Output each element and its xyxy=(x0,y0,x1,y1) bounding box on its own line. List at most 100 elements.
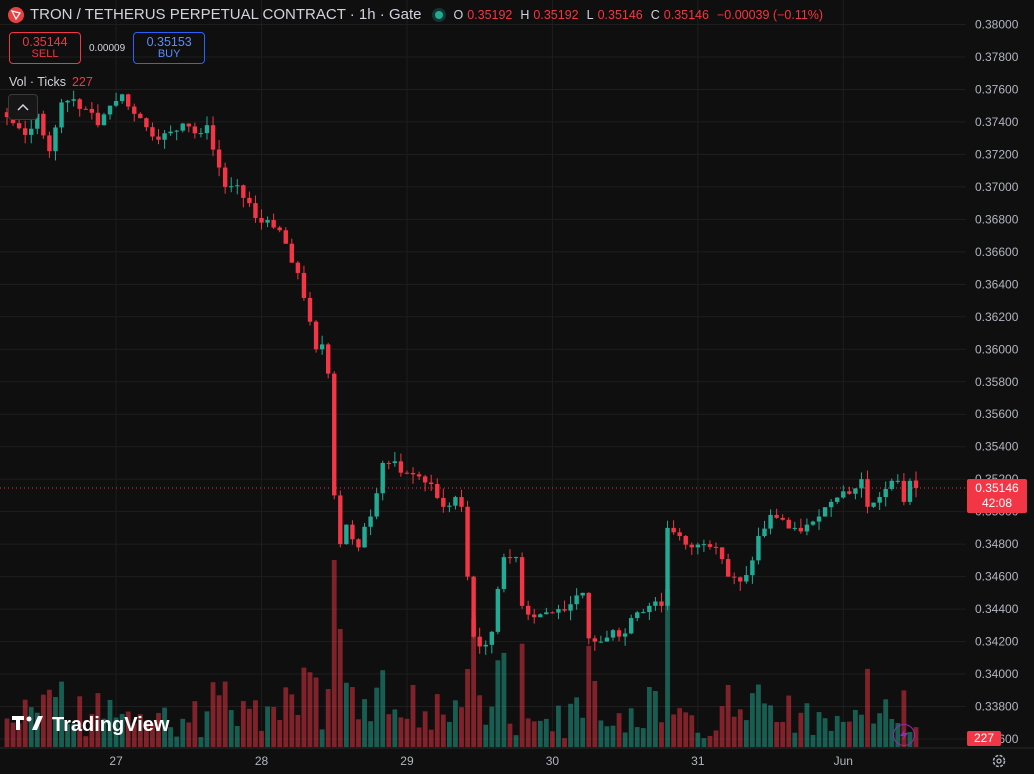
chart-grid xyxy=(0,0,966,748)
candle-body xyxy=(847,491,852,494)
candle-body xyxy=(65,100,70,103)
candle-body xyxy=(253,203,258,218)
volume-bar xyxy=(307,672,313,747)
candle-body xyxy=(216,149,222,168)
candle-body xyxy=(695,544,701,548)
volume-bar xyxy=(331,560,337,747)
volume-legend[interactable]: Vol · Ticks 227 xyxy=(9,75,93,89)
gear-icon[interactable] xyxy=(990,752,1008,770)
volume-bars xyxy=(4,560,919,747)
volume-bar xyxy=(356,719,361,747)
volume-bar xyxy=(398,717,404,747)
candle-body xyxy=(835,497,840,502)
volume-bar xyxy=(40,694,46,747)
volume-bar xyxy=(731,716,737,747)
candle-body xyxy=(647,605,652,613)
candle-body xyxy=(435,484,440,498)
tradingview-brand[interactable]: TradingView xyxy=(12,714,169,737)
symbol-title[interactable]: TRON / TETHERUS PERPETUAL CONTRACT · 1h … xyxy=(30,6,422,23)
volume-bar xyxy=(671,714,676,747)
volume-bar xyxy=(404,718,410,747)
candle-body xyxy=(544,612,549,615)
candle-body xyxy=(150,127,155,137)
y-tick-label: 0.37200 xyxy=(975,147,1019,161)
candle-body xyxy=(95,112,101,126)
sell-label: SELL xyxy=(31,48,59,60)
candle-body xyxy=(841,491,846,498)
candle-body xyxy=(895,480,901,482)
volume-bar xyxy=(259,730,264,747)
volume-bar xyxy=(489,706,495,747)
volume-bar xyxy=(295,714,301,747)
candle-body xyxy=(756,536,761,561)
candle-body xyxy=(429,482,434,485)
candle-body xyxy=(750,560,755,576)
y-tick-label: 0.37800 xyxy=(975,50,1019,64)
y-tick-label: 0.34800 xyxy=(975,537,1019,551)
candle-body xyxy=(53,127,58,152)
volume-bar xyxy=(483,724,489,747)
candle-body xyxy=(774,514,779,518)
volume-bar xyxy=(434,694,440,747)
candle-body xyxy=(283,230,288,244)
candle-body xyxy=(71,99,76,101)
candle-body xyxy=(210,125,216,150)
volume-bar xyxy=(846,721,852,747)
volume-bar xyxy=(816,712,822,747)
high-label: H xyxy=(520,7,530,22)
volume-bar xyxy=(10,722,16,747)
candle-body xyxy=(325,344,331,374)
candle-body xyxy=(641,612,646,614)
sell-price: 0.35144 xyxy=(22,35,68,49)
volume-bar xyxy=(725,684,731,747)
collapse-legend-button[interactable] xyxy=(8,94,38,120)
candle-body xyxy=(235,185,240,187)
volume-bar xyxy=(610,725,616,747)
candle-body xyxy=(489,631,494,645)
candle-body xyxy=(483,644,488,647)
volume-bar xyxy=(228,710,234,747)
volume-bar xyxy=(513,735,519,747)
y-tick-label: 0.36800 xyxy=(975,212,1019,226)
volume-bar xyxy=(634,727,640,747)
candle-body xyxy=(889,480,894,489)
candle-body xyxy=(4,112,10,118)
low-value: 0.35146 xyxy=(597,7,643,22)
candle-body xyxy=(259,217,264,223)
sell-button[interactable]: 0.35144 SELL xyxy=(9,32,81,64)
volume-bar xyxy=(840,721,846,747)
volume-bar xyxy=(550,731,555,747)
candle-body xyxy=(307,297,313,322)
volume-bar xyxy=(537,720,543,747)
candle-body xyxy=(77,99,82,109)
last-price-tag: 0.35146 42:08 xyxy=(967,479,1027,513)
volume-value-tag: 227 xyxy=(967,731,1001,746)
candle-body xyxy=(350,524,355,540)
volume-bar xyxy=(362,699,367,747)
buy-button[interactable]: 0.35153 BUY xyxy=(133,32,206,64)
candle-body xyxy=(913,480,919,488)
candle-body xyxy=(525,605,531,615)
y-tick-label: 0.34400 xyxy=(975,602,1019,616)
volume-bar xyxy=(47,689,52,747)
candle-body xyxy=(41,113,46,136)
volume-bar xyxy=(586,645,592,747)
candle-body xyxy=(301,272,307,298)
open-label: O xyxy=(453,7,464,22)
volume-bar xyxy=(53,696,58,747)
candle-body xyxy=(804,524,810,532)
y-tick-label: 0.34200 xyxy=(975,635,1019,649)
volume-bar xyxy=(640,728,646,747)
volume-bar xyxy=(531,721,537,747)
volume-bar xyxy=(428,729,434,747)
volume-bar xyxy=(125,711,131,747)
candle-body xyxy=(901,480,907,502)
volume-bar xyxy=(446,721,452,747)
volume-bar xyxy=(410,685,416,747)
volume-legend-label: Vol · Ticks xyxy=(9,75,66,89)
high-value: 0.35192 xyxy=(533,7,579,22)
lightning-icon[interactable] xyxy=(893,724,915,746)
candle-body xyxy=(247,197,252,204)
candle-body xyxy=(16,123,22,129)
